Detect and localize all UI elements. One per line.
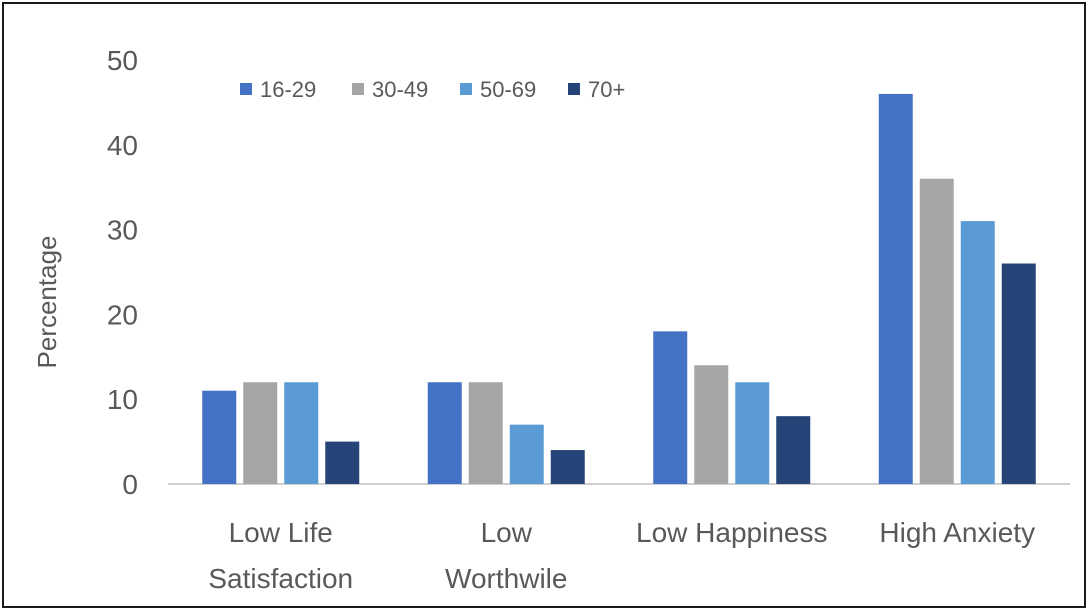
- bar-30-49-3: [919, 178, 954, 484]
- legend-label-70+: 70+: [588, 77, 625, 102]
- bar-16-29-2: [653, 331, 688, 484]
- legend-label-16-29: 16-29: [260, 77, 316, 102]
- bar-16-29-0: [202, 390, 237, 484]
- y-axis-title: Percentage: [32, 236, 62, 369]
- bar-70+-3: [1001, 263, 1036, 484]
- y-tick-label: 40: [107, 130, 138, 161]
- y-tick-label: 50: [107, 45, 138, 76]
- legend-label-30-49: 30-49: [372, 77, 428, 102]
- legend-swatch-70+: [568, 83, 580, 95]
- category-label: Worthwile: [445, 563, 567, 594]
- bar-70+-2: [776, 416, 811, 484]
- bar-70+-1: [550, 450, 585, 484]
- bar-50-69-2: [735, 382, 770, 484]
- y-tick-label: 30: [107, 215, 138, 246]
- bar-50-69-3: [960, 221, 995, 484]
- y-tick-label: 10: [107, 384, 138, 415]
- legend-swatch-30-49: [352, 83, 364, 95]
- category-label: Low: [481, 517, 533, 548]
- category-label: Low Happiness: [636, 517, 827, 548]
- legend-label-50-69: 50-69: [480, 77, 536, 102]
- category-label: High Anxiety: [879, 517, 1035, 548]
- bar-30-49-2: [694, 365, 729, 484]
- bar-30-49-0: [243, 382, 278, 484]
- legend-swatch-50-69: [460, 83, 472, 95]
- bar-16-29-3: [878, 93, 913, 485]
- bar-50-69-1: [509, 424, 544, 484]
- y-tick-label: 0: [122, 469, 138, 500]
- category-label: Satisfaction: [208, 563, 353, 594]
- bar-16-29-1: [427, 382, 462, 484]
- category-label: Low Life: [229, 517, 333, 548]
- legend-swatch-16-29: [240, 83, 252, 95]
- bar-70+-0: [325, 441, 360, 484]
- y-tick-label: 20: [107, 299, 138, 330]
- bar-30-49-1: [468, 382, 503, 484]
- bar-50-69-0: [284, 382, 319, 484]
